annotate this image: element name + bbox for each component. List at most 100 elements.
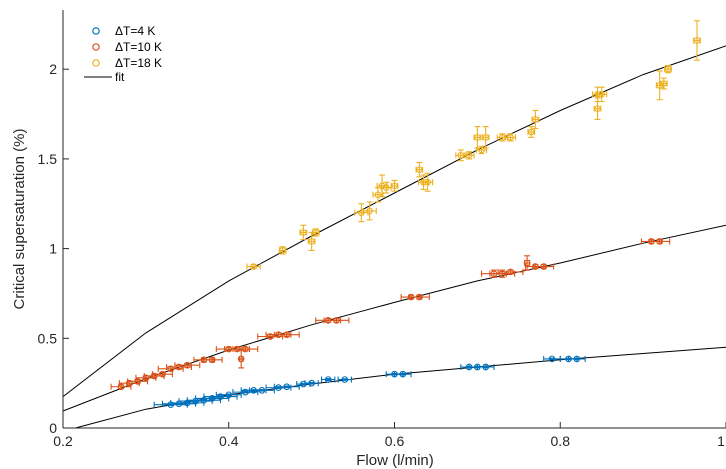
point-s2-1 (279, 247, 286, 254)
legend-marker-dt18 (92, 59, 100, 67)
point-s1-14 (237, 355, 245, 363)
point-s1-22 (490, 270, 498, 278)
point-s2-2 (299, 229, 307, 236)
point-s0-16 (341, 376, 349, 383)
point-s0-14 (308, 379, 315, 387)
point-s2-12 (420, 178, 427, 186)
point-s0-22 (548, 355, 556, 363)
x-tick-label: 0.4 (219, 433, 239, 449)
legend: ΔT=4 K ΔT=10 K ΔT=18 K fit (84, 24, 162, 84)
point-s0-9 (250, 386, 257, 394)
point-s1-20 (407, 293, 415, 301)
point-s2-15 (465, 151, 473, 159)
point-s1-26 (532, 263, 539, 270)
point-s2-24 (594, 105, 601, 113)
point-s0-11 (275, 384, 282, 391)
errorbar-s0-12 (273, 383, 300, 390)
fit-line-2 (75, 346, 726, 429)
point-s2-11 (416, 166, 423, 174)
point-s2-14 (457, 151, 465, 159)
point-s0-15 (324, 376, 332, 383)
point-s1-17 (283, 331, 291, 339)
point-s1-23 (498, 270, 506, 278)
y-tick-label: 2 (49, 61, 57, 77)
point-s2-16 (474, 134, 481, 141)
point-s1-5 (159, 370, 166, 378)
point-s1-19 (333, 317, 340, 324)
point-s2-4 (312, 229, 320, 236)
point-s2-21 (527, 128, 535, 136)
point-s1-9 (200, 356, 208, 364)
fit-line-0 (62, 45, 726, 397)
x-tick-label: 0.2 (53, 433, 73, 449)
data-points (117, 37, 701, 409)
point-s0-18 (399, 370, 407, 378)
point-s0-7 (225, 391, 233, 399)
point-s2-19 (498, 134, 506, 141)
point-s1-10 (208, 356, 216, 364)
errorbar-s0-10 (248, 387, 275, 394)
point-s2-23 (594, 90, 601, 98)
errorbar-s1-14 (238, 349, 245, 369)
error-bars (110, 20, 701, 408)
point-s0-17 (391, 370, 398, 378)
point-s0-20 (474, 363, 481, 371)
point-s1-15 (266, 333, 274, 340)
point-s1-28 (648, 238, 655, 245)
fit-line-1 (62, 224, 726, 412)
point-s1-4 (150, 372, 158, 380)
errorbar-s2-9 (380, 181, 392, 194)
point-s1-1 (125, 379, 133, 387)
point-s0-12 (283, 383, 291, 391)
point-s2-0 (250, 263, 257, 270)
point-s1-16 (275, 331, 282, 339)
point-s0-24 (573, 355, 581, 363)
y-tick-label: 1.5 (38, 151, 58, 167)
point-s1-13 (241, 345, 249, 353)
point-s1-25 (523, 259, 531, 267)
point-s0-8 (241, 388, 249, 396)
axes: 0.2 0.4 0.6 0.8 1 0 0.5 1 1.5 2 (38, 10, 726, 449)
errorbar-s0-7 (215, 391, 242, 398)
point-s0-21 (482, 363, 490, 371)
point-s0-4 (200, 396, 208, 404)
point-s2-28 (664, 65, 672, 73)
point-s1-8 (183, 361, 191, 369)
legend-label-dt18: ΔT=18 K (115, 56, 162, 70)
legend-marker-dt4 (92, 27, 100, 35)
point-s2-26 (656, 81, 664, 89)
point-s0-3 (192, 397, 199, 405)
point-s1-24 (507, 268, 514, 276)
errorbar-s1-24 (497, 268, 524, 275)
x-tick-label: 0.8 (551, 433, 571, 449)
y-tick-label: 1 (49, 241, 57, 257)
x-axis-label: Flow (l/min) (356, 452, 434, 469)
legend-label-fit: fit (115, 70, 125, 84)
x-tick-label: 1 (717, 433, 725, 449)
point-s2-6 (366, 207, 373, 215)
point-s0-5 (208, 395, 216, 402)
point-s1-27 (540, 263, 548, 270)
point-s0-6 (217, 393, 224, 400)
point-s2-13 (424, 178, 432, 186)
point-s1-2 (134, 378, 141, 385)
legend-marker-dt10 (92, 43, 100, 51)
errorbar-s2-6 (362, 201, 377, 221)
fit-lines (62, 45, 726, 429)
point-s2-8 (378, 182, 386, 190)
legend-label-dt10: ΔT=10 K (115, 40, 162, 54)
errorbar-s2-25 (596, 86, 608, 103)
errorbar-s0-16 (337, 376, 352, 383)
legend-label-dt4: ΔT=4 K (115, 24, 155, 38)
y-tick-label: 0.5 (38, 330, 58, 346)
point-s0-2 (183, 399, 191, 407)
point-s2-22 (532, 116, 539, 123)
point-s2-5 (358, 209, 365, 217)
y-tick-label: 0 (49, 420, 57, 436)
point-s2-10 (391, 182, 398, 190)
point-s1-29 (656, 238, 664, 245)
point-s2-25 (598, 90, 606, 98)
errorbar-s0-15 (321, 376, 336, 383)
point-s0-10 (258, 386, 266, 394)
